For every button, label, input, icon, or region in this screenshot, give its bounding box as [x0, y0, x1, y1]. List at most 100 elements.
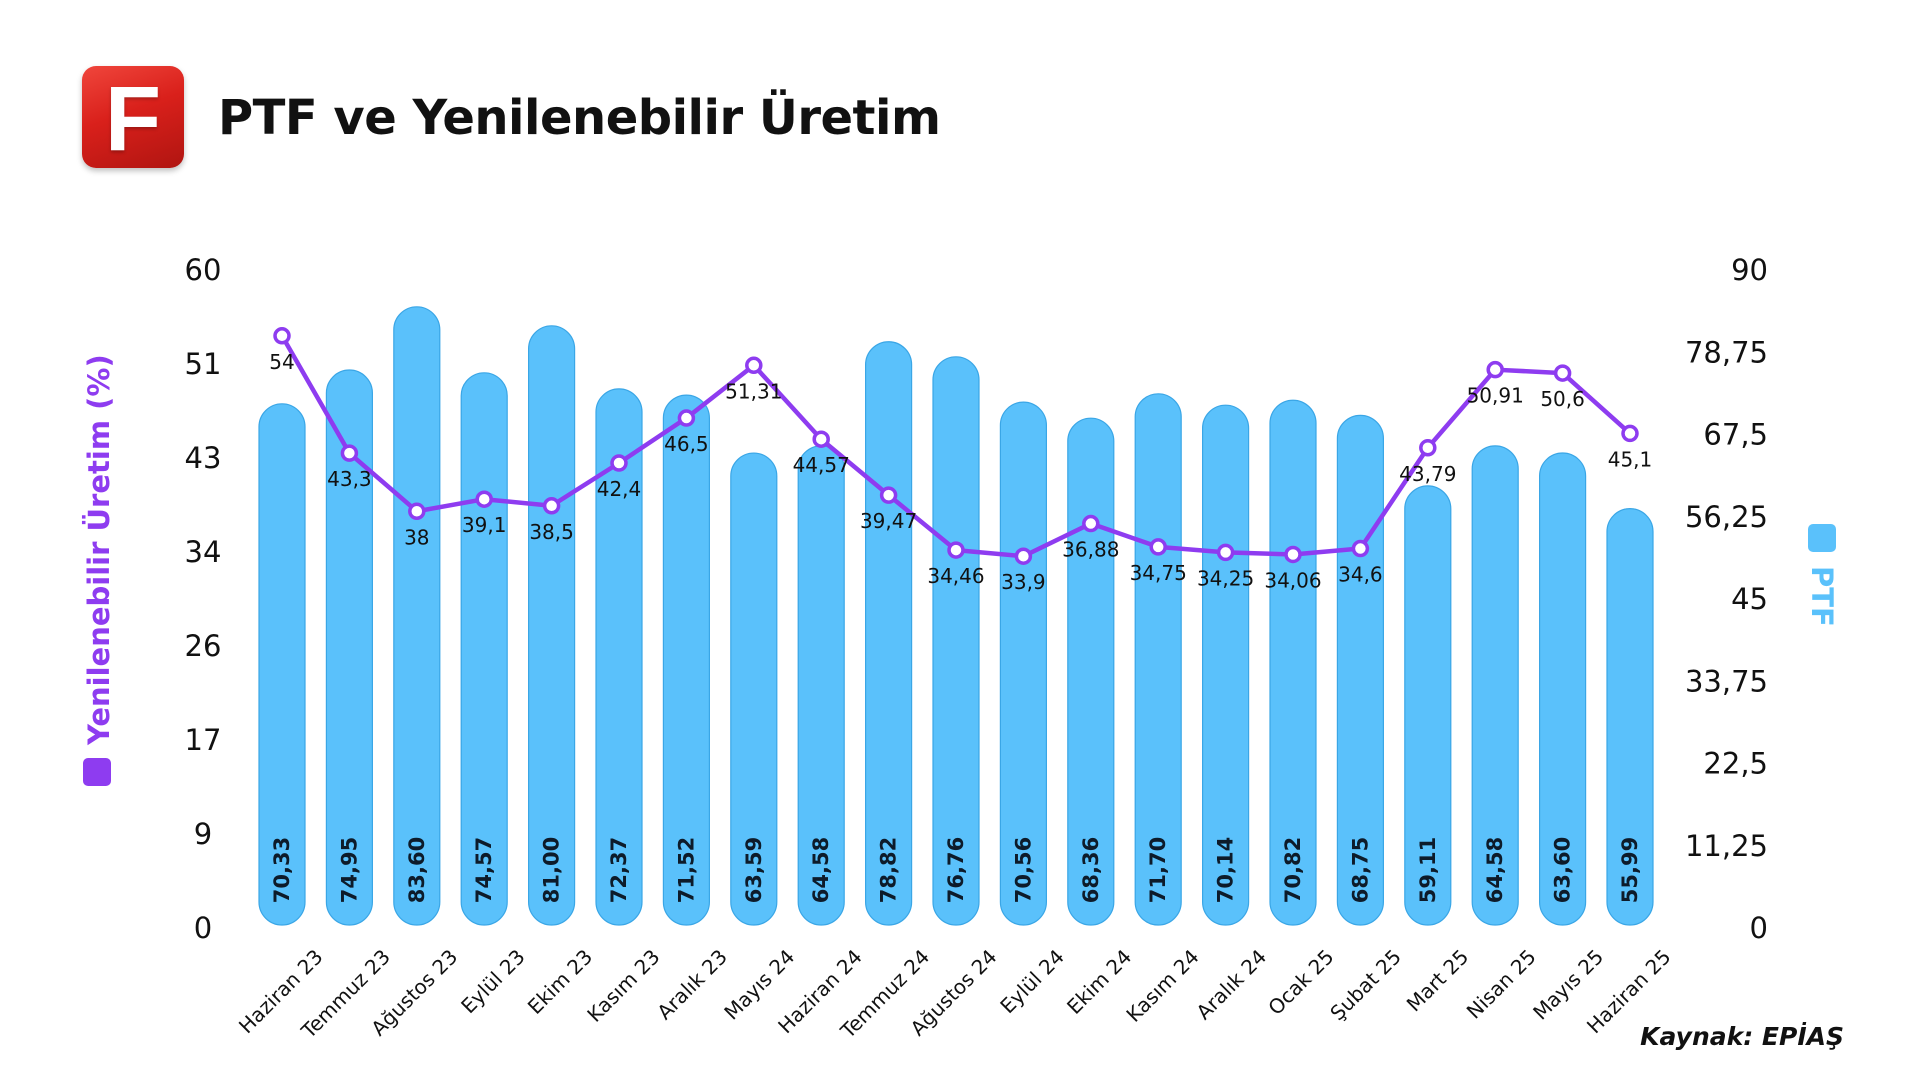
renewable-point-label: 33,9: [1001, 570, 1046, 594]
ptf-bar: [527, 325, 576, 926]
x-axis-tick: Nisan 25: [1462, 945, 1541, 1024]
ptf-bar: [1269, 399, 1317, 926]
ptf-bar: [595, 388, 643, 926]
ptf-bar: [932, 356, 980, 926]
ptf-bar-label: 78,82: [877, 837, 901, 903]
renewable-legend-swatch: [83, 758, 111, 786]
right-axis-tick: 11,25: [1685, 829, 1768, 863]
renewable-point-label: 50,91: [1467, 384, 1524, 408]
renewable-point: [1216, 543, 1235, 562]
renewable-point: [1284, 545, 1302, 564]
renewable-point-label: 38,5: [529, 520, 574, 544]
ptf-bar-label: 71,70: [1146, 837, 1170, 903]
right-axis-tick: 90: [1731, 253, 1768, 287]
x-axis-tick: Şubat 25: [1325, 945, 1406, 1026]
ptf-bar: [1201, 404, 1250, 926]
renewable-point-label: 45,1: [1608, 447, 1653, 471]
ptf-bar: [1134, 393, 1182, 926]
left-axis-tick: 34: [185, 535, 222, 569]
right-axis-tick: 78,75: [1685, 335, 1768, 369]
x-axis-tick: Eylül 23: [456, 945, 530, 1019]
ptf-bar-label: 70,56: [1011, 837, 1035, 903]
ptf-bar-label: 63,59: [742, 837, 766, 903]
renewable-point: [879, 486, 898, 504]
right-axis-tick: 56,25: [1685, 500, 1768, 534]
ptf-bar: [1404, 485, 1452, 926]
renewable-point: [408, 502, 426, 521]
renewable-point: [610, 454, 628, 472]
page-title: PTF ve Yenilenebilir Üretim: [218, 90, 941, 146]
ptf-bar: [730, 452, 778, 926]
renewable-point: [1553, 364, 1572, 382]
ptf-bar-label: 76,76: [944, 837, 968, 903]
ptf-bar-label: 83,60: [405, 837, 429, 903]
ptf-bar: [1336, 414, 1385, 926]
renewable-point: [1082, 514, 1100, 533]
ptf-bar: [999, 401, 1048, 926]
x-axis-tick: Kasım 24: [1122, 945, 1204, 1027]
right-axis-tick: 0: [1750, 911, 1768, 945]
left-axis-tick: 17: [185, 723, 222, 757]
right-axis-tick: 22,5: [1703, 747, 1768, 781]
ptf-bar-label: 64,58: [809, 837, 833, 903]
ptf-bar: [393, 306, 441, 926]
renewable-point-label: 34,06: [1264, 568, 1321, 592]
ptf-bar-label: 72,37: [607, 837, 631, 903]
right-axis-tick: 67,5: [1703, 418, 1768, 452]
renewable-point-label: 39,47: [860, 509, 917, 533]
ptf-bar-label: 70,33: [270, 837, 294, 903]
renewable-point: [1621, 424, 1639, 443]
ptf-bar: [1067, 417, 1115, 926]
left-axis-tick: 26: [185, 629, 222, 663]
renewable-point: [340, 444, 359, 462]
ptf-bar-label: 74,57: [472, 837, 496, 903]
x-axis-tick: Kasım 23: [582, 945, 664, 1027]
ptf-bar-label: 63,60: [1551, 837, 1575, 903]
renewable-point: [1351, 539, 1370, 558]
renewable-point-label: 42,4: [597, 477, 642, 501]
ptf-bar-label: 68,36: [1079, 837, 1103, 903]
renewable-point: [475, 490, 493, 508]
renewable-point: [273, 327, 291, 345]
renewable-point: [542, 497, 561, 515]
source-note: Kaynak: EPİAŞ: [1640, 1022, 1844, 1051]
ptf-bar-label: 71,52: [674, 837, 698, 903]
renewable-point: [812, 430, 830, 448]
x-axis-tick: Aralık 23: [652, 945, 732, 1025]
renewable-point-label: 43,79: [1399, 462, 1456, 486]
left-axis-tick: 51: [185, 347, 222, 381]
right-axis-title: PTF: [1805, 566, 1839, 627]
right-axis-tick: 33,75: [1685, 664, 1768, 698]
ptf-bar: [460, 372, 508, 926]
ptf-legend-swatch: [1808, 524, 1836, 552]
renewable-point: [677, 409, 696, 427]
renewable-point-label: 36,88: [1062, 538, 1119, 562]
renewable-point-label: 39,1: [462, 513, 507, 537]
renewable-point: [1419, 439, 1437, 457]
renewable-point-label: 34,25: [1197, 566, 1254, 590]
left-axis-tick: 43: [185, 441, 222, 475]
renewable-point: [745, 356, 763, 375]
ptf-bar-label: 68,75: [1348, 837, 1372, 903]
renewable-point-label: 34,6: [1338, 563, 1383, 587]
renewable-point-label: 34,75: [1130, 561, 1187, 585]
ptf-bar: [1606, 508, 1654, 926]
renewable-point-label: 43,3: [327, 467, 372, 491]
ptf-bar-label: 81,00: [540, 837, 564, 903]
renewable-point-label: 50,6: [1540, 387, 1585, 411]
renewable-point-label: 51,31: [725, 379, 782, 403]
ptf-bar-label: 74,95: [337, 837, 361, 903]
x-axis-tick: Aralık 24: [1191, 945, 1271, 1025]
ptf-bar: [1471, 445, 1519, 926]
ptf-bar-label: 59,11: [1416, 837, 1440, 903]
renewable-point-label: 54: [269, 350, 294, 374]
left-axis-title: Yenilenebilir Üretim (%): [82, 354, 116, 746]
renewable-point: [1486, 360, 1504, 379]
left-axis-tick: 60: [185, 253, 222, 287]
ptf-bar-label: 70,82: [1281, 837, 1305, 903]
ptf-bar: [662, 394, 711, 926]
renewable-point-label: 46,5: [664, 432, 709, 456]
ptf-bar: [325, 369, 373, 926]
renewable-point: [1149, 538, 1167, 556]
